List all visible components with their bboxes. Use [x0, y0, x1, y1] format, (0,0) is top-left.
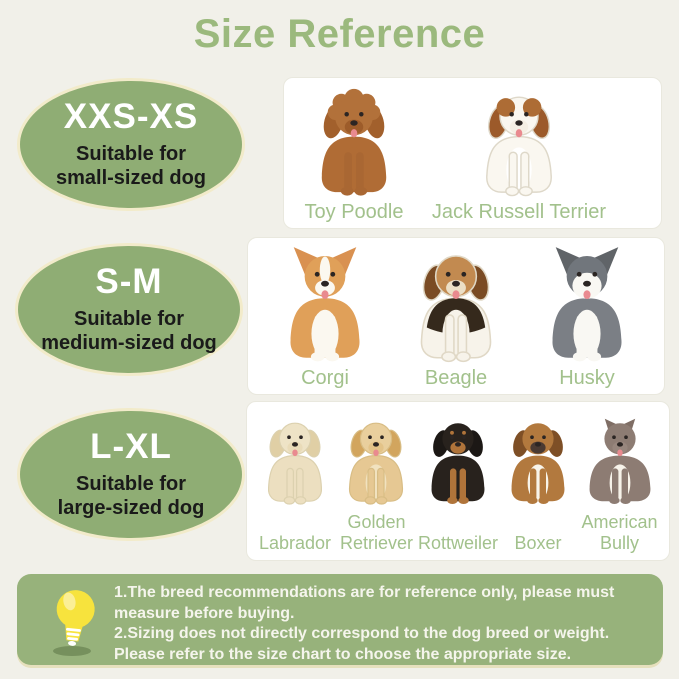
size-label: S-M	[95, 262, 163, 301]
toy-poodle-image	[304, 86, 404, 198]
breed-card-medium: Corgi Beagle Husky	[247, 237, 665, 395]
boxer-image	[498, 411, 578, 509]
suitable-text: Suitable for small-sized dog	[55, 143, 207, 189]
note-line: 2.Sizing does not directly correspond to…	[114, 625, 610, 642]
husky-image	[533, 244, 641, 364]
note-line: Please refer to the size chart to choose…	[114, 645, 572, 663]
size-label: XXS-XS	[63, 97, 199, 136]
lightbulb-icon	[43, 585, 109, 657]
breed-figure: Toy Poodle	[304, 86, 404, 223]
breed-label: Rottweiler	[417, 533, 499, 553]
notes-panel: 1.The breed recommendations are for refe…	[17, 574, 663, 665]
note-line: 1.The breed recommendations are for refe…	[114, 584, 615, 601]
breed-card-small: Toy Poodle Jack Russell Terrier	[283, 77, 662, 229]
suitable-text: Suitable for medium-sized dog	[41, 308, 217, 354]
notes-text: 1.The breed recommendations are for refe…	[114, 583, 655, 665]
suitable-text: Suitable for large-sized dog	[57, 473, 205, 519]
corgi-image	[271, 244, 379, 364]
breed-figure: Boxer	[498, 411, 578, 554]
breed-figure: American Bully	[578, 411, 661, 554]
breed-figure: Rottweiler	[418, 411, 498, 554]
jack-russell-terrier-image	[469, 86, 569, 198]
size-label: L-XL	[90, 427, 172, 466]
breed-figure: Corgi	[271, 244, 379, 389]
breed-label: Beagle	[424, 367, 488, 389]
breed-label: Boxer	[514, 533, 562, 553]
rottweiler-image	[418, 411, 498, 509]
beagle-image	[402, 244, 510, 364]
page-title: Size Reference	[193, 12, 486, 56]
size-badge-s-m: S-M Suitable for medium-sized dog	[15, 243, 243, 376]
note-line: measure before buying.	[114, 604, 295, 622]
breed-label: Golden Retriever	[339, 512, 413, 553]
breed-label: Husky	[559, 367, 615, 389]
breed-figure: Labrador	[255, 411, 335, 554]
labrador-image	[255, 411, 335, 509]
golden-retriever-image	[336, 411, 416, 509]
american-bully-image	[580, 411, 660, 509]
breed-figure: Jack Russell Terrier	[432, 86, 606, 223]
size-badge-xxs-xs: XXS-XS Suitable for small-sized dog	[17, 78, 245, 211]
breed-figure: Beagle	[402, 244, 510, 389]
breed-card-large: Labrador Golden Retriever Rottweiler Box…	[246, 401, 670, 561]
breed-label: Toy Poodle	[304, 201, 404, 223]
breed-label: Labrador	[258, 533, 332, 553]
size-badge-l-xl: L-XL Suitable for large-sized dog	[17, 408, 245, 541]
breed-label: American Bully	[581, 512, 658, 553]
breed-label: Jack Russell Terrier	[431, 201, 606, 223]
breed-label: Corgi	[301, 367, 349, 389]
breed-figure: Husky	[533, 244, 641, 389]
breed-figure: Golden Retriever	[335, 411, 418, 554]
